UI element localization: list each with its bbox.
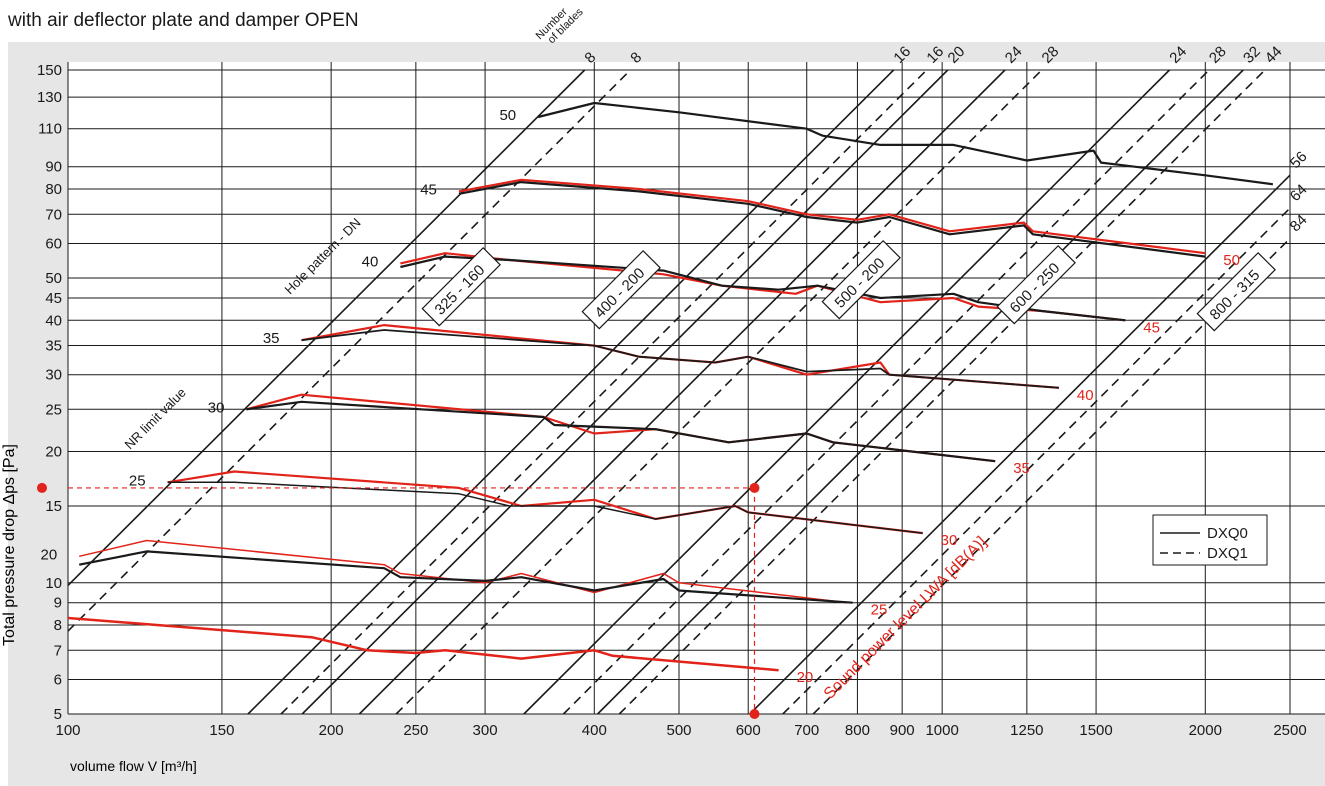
x-tick-label: 700 — [794, 722, 819, 739]
series-lines — [67, 101, 1274, 672]
x-tick-label: 400 — [582, 722, 607, 739]
y-tick-label: 30 — [45, 367, 62, 384]
y-tick-label: 130 — [37, 89, 62, 106]
x-tick-label: 600 — [736, 722, 761, 739]
x-tick-label: 2500 — [1273, 722, 1306, 739]
dxq0-blade-line — [67, 69, 586, 586]
x-tick-label: 2000 — [1189, 722, 1222, 739]
y-tick-label: 8 — [54, 617, 62, 634]
chart-title: with air deflector plate and damper OPEN — [8, 10, 359, 31]
y-tick-label: 7 — [54, 642, 62, 659]
x-tick-label: 200 — [319, 722, 344, 739]
nr-curve-label: 30 — [208, 399, 225, 416]
reading-point-y-marker — [37, 482, 47, 493]
hole-pattern-frame — [581, 249, 661, 330]
x-tick-label: 150 — [209, 722, 234, 739]
lwa-curve-label: 45 — [1143, 319, 1160, 336]
series-line — [78, 550, 853, 604]
x-tick-label: 300 — [473, 722, 498, 739]
y-tick-label: 90 — [45, 159, 62, 176]
x-tick-label: 500 — [666, 722, 691, 739]
y-tick-label: 5 — [54, 706, 62, 723]
series-line — [400, 255, 1126, 322]
dxq1-blade-line — [618, 69, 1266, 715]
x-tick-label: 800 — [845, 722, 870, 739]
legend-label: DXQ1 — [1207, 545, 1248, 562]
lwa-curve-label: 35 — [1013, 460, 1030, 477]
x-tick-label: 1250 — [1010, 722, 1043, 739]
series-line — [67, 616, 779, 672]
series-line — [537, 101, 1274, 186]
reading-point-x-marker — [749, 709, 760, 719]
x-axis-label: volume flow V [m³/h] — [70, 758, 197, 774]
dxq0-blade-line — [358, 69, 1006, 715]
lwa-curve-label: 40 — [1077, 387, 1094, 404]
lwa-curve-label: 30 — [941, 532, 958, 549]
series-line — [458, 181, 1206, 258]
y-tick-label: 60 — [45, 235, 62, 252]
y-tick-label: 45 — [45, 290, 62, 307]
gridlines — [67, 62, 1325, 715]
nr-curve-label: 45 — [420, 181, 437, 198]
y-tick-label: 6 — [54, 671, 62, 688]
x-tick-label: 100 — [55, 722, 80, 739]
x-tick-label: 1000 — [925, 722, 958, 739]
y-tick-label: 10 — [45, 575, 62, 592]
y-tick-label: 15 — [45, 498, 62, 515]
y-tick-label: 25 — [45, 401, 62, 418]
dxq1-blade-line — [280, 69, 928, 715]
reading-point — [749, 482, 760, 493]
y-tick-label: 9 — [54, 595, 62, 612]
y-axis-label: Total pressure drop Δps [Pa] — [1, 444, 18, 646]
nr-curve-label: 25 — [129, 472, 146, 489]
nr-curve-label: 50 — [499, 107, 516, 124]
y-tick-label: 110 — [38, 121, 62, 138]
series-line — [246, 400, 996, 463]
series-line — [458, 178, 1206, 255]
dxq1-blade-line — [67, 69, 632, 632]
lwa-curve-label: 50 — [1223, 252, 1240, 269]
y-tick-label: 40 — [45, 312, 62, 329]
hole-pattern-frame — [1196, 251, 1276, 332]
series-line — [301, 329, 1059, 389]
nr-curve-label: 40 — [362, 253, 379, 270]
x-tick-label: 1500 — [1079, 722, 1112, 739]
y-tick-label: 50 — [45, 270, 62, 287]
legend-frame — [1152, 514, 1268, 566]
dxq0-blade-line — [597, 69, 1244, 715]
tick-labels: 100 150 200 250 300 400 500 600 700 800 900 1000 125… — [37, 62, 1307, 739]
hole-pattern-frame — [996, 244, 1076, 325]
dxq1-blade-line — [562, 69, 1210, 715]
lwa-curve-label: 25 — [871, 602, 888, 619]
dxq1-blade-line — [395, 69, 1043, 715]
y-tick-label: 80 — [45, 181, 62, 198]
nr-curve-label: 35 — [263, 330, 280, 347]
x-tick-label: 250 — [403, 722, 428, 739]
dxq0-blade-line — [301, 69, 949, 715]
legend-label: DXQ0 — [1207, 525, 1248, 542]
dxq0-blade-line — [523, 69, 1171, 715]
lwa-curve-label: 20 — [797, 669, 814, 686]
hole-pattern-frame — [821, 239, 901, 320]
y-tick-label: 20 — [45, 444, 62, 461]
y-tick-label: 70 — [45, 206, 62, 223]
y-tick-label: 150 — [37, 62, 62, 79]
legend: DXQ0 DXQ1 — [1152, 514, 1268, 566]
hole-pattern-frame — [421, 246, 501, 327]
series-line — [167, 481, 923, 534]
y-tick-label: 35 — [45, 338, 62, 355]
nr-curve-label: 20 — [41, 546, 58, 563]
x-tick-label: 900 — [890, 722, 915, 739]
dxq0-blade-line — [247, 69, 895, 715]
plot-area — [68, 62, 1325, 714]
dxq0-blade-line — [749, 174, 1291, 715]
